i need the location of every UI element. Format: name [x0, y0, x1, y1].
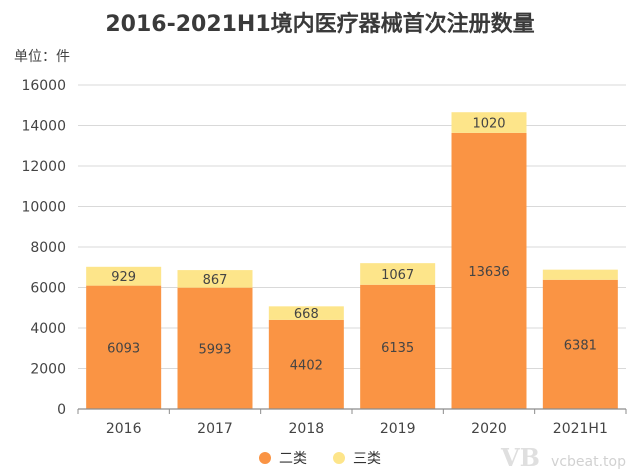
- bar-series-1-2021H1[interactable]: [542, 279, 618, 409]
- legend-swatch-series-2: [333, 452, 345, 464]
- bar-layer: [86, 112, 618, 409]
- x-tick-label: 2020: [471, 421, 507, 437]
- y-tick-label: 0: [57, 402, 66, 418]
- grid-layer: [78, 84, 626, 369]
- unit-label: 单位：件: [14, 49, 70, 65]
- bar-series-2-2018[interactable]: [268, 306, 344, 320]
- data-label: 5993: [198, 342, 231, 357]
- bar-series-2-2019[interactable]: [360, 263, 436, 285]
- x-tick-label: 2018: [289, 421, 325, 437]
- y-tick-label: 8000: [30, 240, 66, 256]
- legend-label-series-1: 二类: [279, 451, 307, 467]
- bar-series-2-2020[interactable]: [451, 112, 527, 133]
- data-label: 668: [294, 307, 319, 322]
- chart-title: 2016-2021H1境内医疗器械首次注册数量: [105, 12, 535, 37]
- bar-series-1-2019[interactable]: [360, 284, 436, 409]
- data-label: 13636: [468, 265, 509, 280]
- data-label: 6093: [107, 341, 140, 356]
- legend-swatch-series-1: [259, 452, 271, 464]
- bar-series-2-2016[interactable]: [86, 266, 162, 286]
- y-tick-label: 10000: [21, 200, 66, 216]
- bar-series-2-2017[interactable]: [177, 270, 253, 288]
- data-label: 1020: [472, 117, 505, 132]
- label-layer: 6093 929 5993 867 4402 668 6135 1067 13636 1020 63…: [107, 117, 597, 374]
- axis-layer: 0 2000 4000 6000 8000 10000 12000 14000 16000 201…: [21, 78, 627, 437]
- watermark-logo: VB: [501, 443, 540, 472]
- bar-series-2-2021H1[interactable]: [542, 269, 618, 280]
- data-label: 6381: [564, 338, 597, 353]
- bar-series-1-2016[interactable]: [86, 285, 162, 409]
- y-tick-label: 4000: [30, 321, 66, 337]
- bar-series-1-2020[interactable]: [451, 132, 527, 409]
- y-tick-label: 12000: [21, 159, 66, 175]
- y-tick-label: 14000: [21, 119, 66, 135]
- legend-item-series-2[interactable]: 三类: [333, 448, 381, 468]
- data-label: 1067: [381, 268, 414, 283]
- watermark: VB vcbeat.top: [501, 443, 626, 472]
- data-label: 867: [203, 273, 228, 288]
- data-label: 929: [111, 270, 136, 285]
- y-tick-label: 16000: [21, 78, 66, 94]
- y-tick-label: 6000: [30, 281, 66, 297]
- x-tick-label: 2017: [197, 421, 233, 437]
- legend: 二类 三类: [0, 448, 640, 468]
- data-label: 6135: [381, 341, 414, 356]
- x-tick-label: 2016: [106, 421, 142, 437]
- bar-series-1-2018[interactable]: [268, 319, 344, 409]
- x-tick-label: 2019: [380, 421, 416, 437]
- legend-label-series-2: 三类: [353, 451, 381, 467]
- data-label: 4402: [290, 358, 323, 373]
- bar-series-1-2017[interactable]: [177, 287, 253, 409]
- x-tick-label: 2021H1: [553, 421, 608, 437]
- watermark-url: vcbeat.top: [551, 454, 626, 470]
- y-tick-label: 2000: [30, 362, 66, 378]
- legend-item-series-1[interactable]: 二类: [259, 448, 307, 468]
